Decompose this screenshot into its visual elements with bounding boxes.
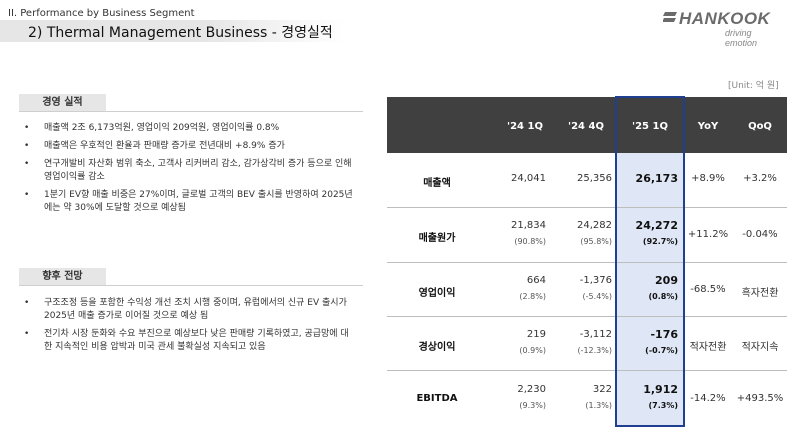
col-header-qoq: QoQ <box>748 121 772 132</box>
title-bar <box>0 20 345 42</box>
cell-value: 21,834 <box>511 220 546 231</box>
row-divider <box>387 316 787 317</box>
cell-ratio: (0.9%) <box>519 346 546 355</box>
hankook-flag-icon <box>663 12 677 22</box>
col-header-25-1q: '25 1Q <box>632 121 668 132</box>
row-divider <box>387 207 787 208</box>
outlook-bullets: • 구조조정 등을 포함한 수익성 개선 조치 시행 중이며, 유럽에서의 신규… <box>24 297 354 359</box>
cell-value: 322 <box>592 384 612 395</box>
cell-ratio-highlight: (-0.7%) <box>645 346 678 355</box>
cell-qoq: 적자지속 <box>741 342 779 353</box>
cell-value-highlight: 24,272 <box>635 219 678 232</box>
slide-header: II. Performance by Business Segment 2) T… <box>0 0 800 48</box>
cell-value: -1,376 <box>579 275 612 286</box>
col-header-24-1q: '24 1Q <box>507 121 543 132</box>
cell-value: -3,112 <box>579 329 612 340</box>
cell-value: 24,041 <box>511 173 546 184</box>
cell-value-highlight: 209 <box>655 274 678 287</box>
cell-yoy: -68.5% <box>690 284 726 295</box>
cell-value-highlight: 1,912 <box>643 383 678 396</box>
col-header-24-4q: '24 4Q <box>568 121 604 132</box>
cell-yoy: +11.2% <box>687 229 729 240</box>
outlook-bullet: • 구조조정 등을 포함한 수익성 개선 조치 시행 중이며, 유럽에서의 신규… <box>24 298 347 321</box>
cell-value: 219 <box>526 329 546 340</box>
outlook-divider <box>19 285 363 286</box>
bullet-marker: • <box>24 190 30 200</box>
outlook-heading: 향후 전망 <box>19 268 106 285</box>
bullet-marker: • <box>24 329 30 339</box>
cell-ratio-highlight: (7.3%) <box>648 401 679 410</box>
cell-value: 664 <box>526 275 546 286</box>
table-header <box>387 97 787 153</box>
section-label: II. Performance by Business Segment <box>8 8 195 19</box>
bullet-marker: • <box>24 141 30 151</box>
cell-ratio: (-12.3%) <box>577 346 612 355</box>
highlight-column-frame <box>615 96 685 427</box>
cell-yoy: 적자전환 <box>689 342 727 353</box>
row-label-operating-profit: 영업이익 <box>418 288 456 299</box>
row-label-ebitda: EBITDA <box>416 393 458 404</box>
cell-ratio: (1.3%) <box>585 401 612 410</box>
bullet-marker: • <box>24 159 30 169</box>
cell-ratio-highlight: (0.8%) <box>648 292 679 301</box>
row-label-cogs: 매출원가 <box>418 233 456 244</box>
cell-ratio-highlight: (92.7%) <box>642 237 678 246</box>
logo-tagline: driving emotion <box>725 28 758 48</box>
results-divider <box>19 111 363 112</box>
cell-qoq: 흑자전환 <box>741 288 779 299</box>
bullet-marker: • <box>24 123 30 133</box>
outlook-bullet: • 전기차 시장 둔화와 수요 부진으로 예상보다 낮은 판매량 기록하였고, … <box>24 329 349 352</box>
results-bullets: • 매출액 2조 6,173억원, 영업이익 209억원, 영업이익률 0.8%… <box>24 122 354 220</box>
cell-ratio: (90.8%) <box>514 237 546 246</box>
cell-ratio: (-5.4%) <box>582 292 612 301</box>
cell-qoq: +493.5% <box>736 393 784 404</box>
unit-label: [Unit: 억 원] <box>728 81 779 91</box>
results-heading: 경영 실적 <box>19 94 106 111</box>
cell-yoy: +8.9% <box>691 173 725 184</box>
hankook-logo: HANKOOK driving emotion <box>663 9 783 48</box>
logo-wordmark: HANKOOK <box>679 9 771 28</box>
results-bullet: • 연구개발비 자산화 범위 축소, 고객사 리커버리 감소, 감가상각비 증가… <box>24 159 352 182</box>
cell-value-highlight: -176 <box>650 328 678 341</box>
cell-qoq: -0.04% <box>742 229 778 240</box>
row-divider <box>387 262 787 263</box>
row-label-ordinary-profit: 경상이익 <box>418 342 456 353</box>
cell-qoq: +3.2% <box>743 173 777 184</box>
cell-value: 24,282 <box>577 220 612 231</box>
results-bullet: • 매출액 2조 6,173억원, 영업이익 209억원, 영업이익률 0.8% <box>24 123 280 133</box>
cell-ratio: (2.8%) <box>519 292 546 301</box>
row-label-revenue: 매출액 <box>423 178 451 189</box>
cell-yoy: -14.2% <box>690 393 726 404</box>
page-title: 2) Thermal Management Business - 경영실적 <box>28 25 333 41</box>
cell-value-highlight: 26,173 <box>635 172 678 185</box>
cell-value: 25,356 <box>577 173 612 184</box>
col-header-yoy: YoY <box>697 121 719 132</box>
results-bullet: • 매출액은 우호적인 환율과 판매량 증가로 전년대비 +8.9% 증가 <box>24 141 285 151</box>
cell-value: 2,230 <box>517 384 546 395</box>
row-divider <box>387 370 787 371</box>
cell-ratio: (9.3%) <box>519 401 546 410</box>
bullet-marker: • <box>24 298 30 308</box>
cell-ratio: (95.8%) <box>580 237 612 246</box>
results-bullet: • 1분기 EV향 매출 비중은 27%이며, 글로벌 고객의 BEV 출시를 … <box>24 190 353 213</box>
highlight-column-bg <box>617 153 683 425</box>
